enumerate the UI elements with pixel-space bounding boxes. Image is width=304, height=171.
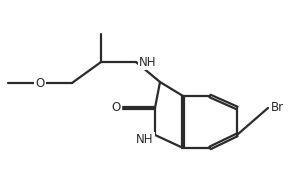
Text: O: O: [111, 101, 121, 114]
Text: Br: Br: [271, 101, 284, 114]
Text: O: O: [35, 76, 45, 89]
Text: NH: NH: [139, 56, 157, 69]
Text: NH: NH: [136, 133, 154, 146]
